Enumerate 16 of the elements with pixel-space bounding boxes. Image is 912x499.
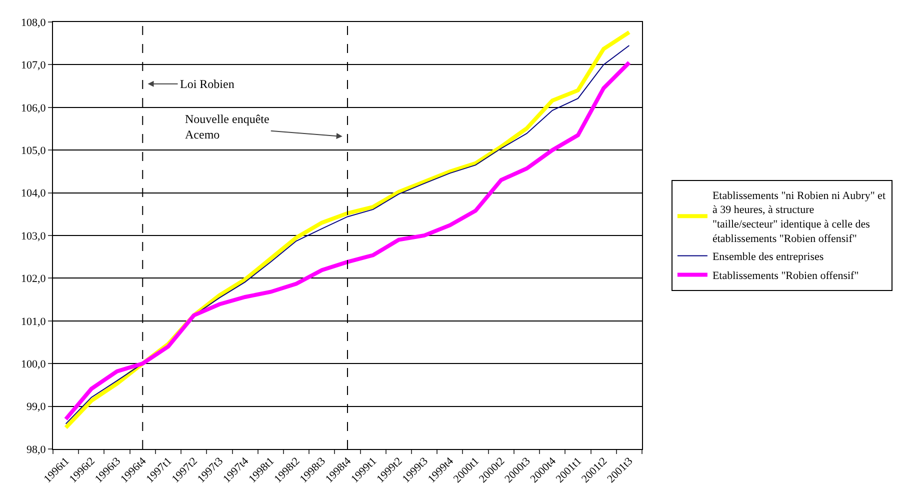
legend-label: Etablissements "Robien offensif": [712, 270, 859, 282]
y-tick-label: 105,0: [21, 144, 46, 157]
y-tick-label: 104,0: [21, 188, 46, 200]
y-tick-label: 108,0: [21, 16, 46, 29]
ref-line-label: Nouvelle enquête Acemo: [185, 112, 270, 142]
y-tick-label: 101,0: [21, 316, 46, 328]
legend-label: Etablissements "ni Robien ni Aubry" et à 39 heures, à structure "taille/secteur" identique à celle des établissements "Robien offensif": [712, 190, 886, 245]
y-tick-label: 102,0: [21, 273, 46, 286]
ref-line-label: Loi Robien: [180, 77, 234, 91]
y-tick-label: 98,0: [26, 444, 46, 456]
y-tick-label: 106,0: [21, 102, 46, 114]
legend-label: Ensemble des entreprises: [712, 250, 824, 263]
y-tick-label: 99,0: [26, 401, 46, 414]
y-tick-label: 107,0: [21, 60, 46, 72]
y-tick-label: 100,0: [21, 358, 46, 370]
y-tick-label: 103,0: [21, 230, 46, 242]
